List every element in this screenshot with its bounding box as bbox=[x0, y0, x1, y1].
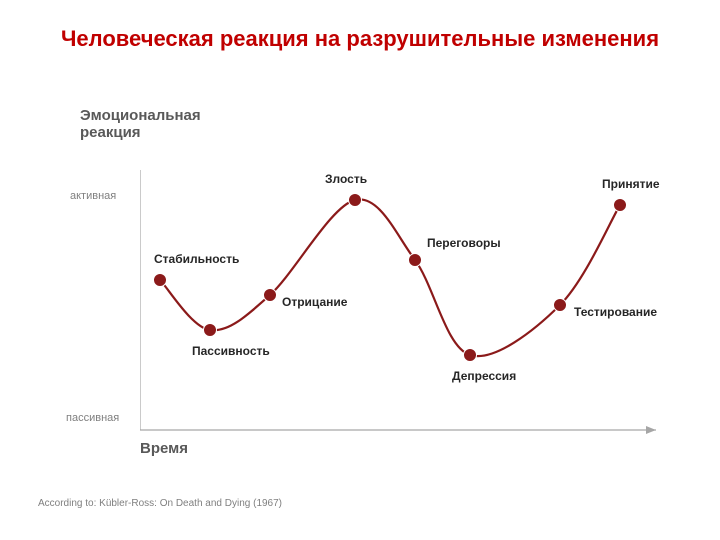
point-label: Принятие bbox=[602, 177, 660, 191]
point-label: Злость bbox=[325, 172, 367, 186]
point-label: Тестирование bbox=[574, 305, 657, 319]
y-tick-passive: пассивная bbox=[66, 412, 119, 424]
data-point bbox=[554, 299, 567, 312]
y-tick-active: активная bbox=[70, 190, 116, 202]
footnote: According to: Kübler-Ross: On Death and … bbox=[38, 498, 282, 509]
data-point bbox=[204, 324, 217, 337]
curve-line bbox=[160, 199, 620, 356]
change-curve-chart: Стабильность Пассивность Отрицание Злость Пе… bbox=[140, 170, 660, 440]
x-axis-label: Время bbox=[140, 440, 188, 457]
y-axis-label: Эмоциональнаяреакция bbox=[80, 108, 201, 141]
data-point bbox=[614, 199, 627, 212]
y-axis-label-line: Эмоциональная bbox=[80, 108, 201, 125]
y-axis-label-line: реакция bbox=[80, 125, 201, 142]
slide-title: Человеческая реакция на разрушительные и… bbox=[0, 26, 720, 51]
data-point bbox=[154, 274, 167, 287]
point-label: Стабильность bbox=[154, 252, 239, 266]
data-point bbox=[349, 194, 362, 207]
slide: Человеческая реакция на разрушительные и… bbox=[0, 0, 720, 540]
data-point bbox=[264, 289, 277, 302]
data-point bbox=[464, 349, 477, 362]
data-point bbox=[409, 254, 422, 267]
x-axis-arrow-icon bbox=[646, 426, 656, 434]
point-label: Отрицание bbox=[282, 295, 347, 309]
point-label: Пассивность bbox=[192, 344, 270, 358]
point-label: Переговоры bbox=[427, 236, 501, 250]
point-label: Депрессия bbox=[452, 369, 516, 383]
